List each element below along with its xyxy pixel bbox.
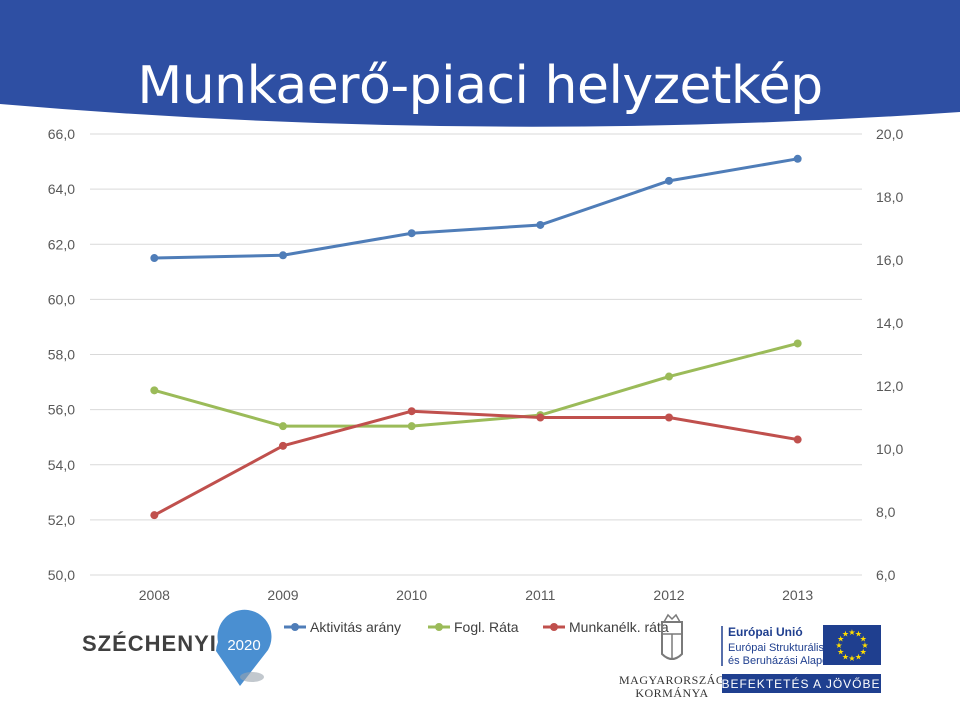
legend-entry: Aktivitás arány: [284, 619, 401, 635]
x-tick-label: 2011: [525, 587, 555, 603]
szechenyi-label: SZÉCHENYI: [82, 631, 217, 656]
slide-title: Munkaerő-piaci helyzetkép: [137, 56, 823, 116]
y-left-tick-label: 58,0: [48, 347, 75, 363]
x-tick-label: 2010: [396, 587, 427, 603]
data-point: [793, 154, 802, 163]
eu-star: ★: [837, 648, 844, 657]
y-left-tick-label: 52,0: [48, 512, 75, 528]
data-point: [665, 413, 673, 422]
hungarian-government-logo: MAGYARORSZÁG KORMÁNYA: [619, 613, 725, 700]
data-point: [407, 229, 416, 238]
eu-star: ★: [842, 652, 849, 661]
y-right-tick-label: 16,0: [876, 252, 903, 268]
y-left-tick-label: 62,0: [48, 236, 75, 252]
data-point: [536, 220, 545, 229]
series-lines: [150, 154, 802, 520]
legend-entry: Munkanélk. ráta: [543, 619, 669, 635]
data-point: [407, 422, 416, 431]
legend-label: Fogl. Ráta: [454, 619, 519, 635]
data-point: [665, 176, 673, 185]
data-point: [407, 407, 416, 416]
series-line: [154, 157, 798, 260]
legend: Aktivitás arány Fogl. Ráta Munkanélk. ráta: [284, 619, 669, 635]
eu-star: ★: [860, 635, 867, 644]
line-chart: 50,0 52,0 54,0 56,0 58,0 60,0 62,0 64,0 66,0 6,0…: [48, 126, 904, 635]
data-point: [279, 251, 287, 260]
y-left-tick-label: 66,0: [48, 126, 75, 142]
legend-marker: [550, 623, 558, 631]
data-point: [150, 254, 159, 263]
series-1: [150, 339, 802, 431]
data-point: [665, 372, 673, 381]
left-axis: 50,0 52,0 54,0 56,0 58,0 60,0 62,0 64,0 66,0: [48, 126, 75, 583]
data-point: [793, 435, 802, 444]
gov-line1: MAGYARORSZÁG: [619, 673, 725, 687]
eu-title: Európai Unió: [728, 625, 803, 639]
legend-marker: [291, 623, 299, 631]
eu-stars: ★ ★★★★★★★★★★★: [835, 628, 868, 663]
legend-label: Munkanélk. ráta: [569, 619, 669, 635]
y-right-tick-label: 20,0: [876, 126, 903, 142]
eu-star: ★: [848, 628, 855, 637]
x-tick-label: 2012: [653, 587, 684, 603]
gov-line2: KORMÁNYA: [635, 686, 708, 700]
series-line: [153, 342, 799, 428]
eu-flag: [823, 625, 881, 665]
footer-logos: SZÉCHENYI 2020 MAGYARORSZÁG KORMÁNYA Eur…: [82, 609, 881, 700]
legend-label: Aktivitás arány: [310, 619, 401, 635]
eu-star: ★: [842, 630, 849, 639]
y-left-tick-label: 64,0: [48, 181, 75, 197]
x-tick-label: 2008: [139, 587, 170, 603]
x-tick-label: 2009: [267, 587, 298, 603]
data-point: [150, 386, 159, 395]
y-right-tick-label: 12,0: [876, 378, 903, 394]
eu-star: ★: [860, 648, 867, 657]
y-right-tick-label: 8,0: [876, 504, 896, 520]
y-left-tick-label: 50,0: [48, 567, 75, 583]
y-right-tick-label: 18,0: [876, 189, 903, 205]
series-2: [150, 407, 802, 520]
series-line: [153, 409, 798, 517]
eu-star: ★: [837, 635, 844, 644]
y-right-tick-label: 6,0: [876, 567, 896, 583]
eu-star: ★: [835, 641, 842, 650]
y-left-tick-label: 60,0: [48, 291, 75, 307]
y-right-tick-label: 14,0: [876, 315, 903, 331]
eu-star: ★: [848, 654, 855, 663]
eu-line1: Európai Strukturális: [728, 642, 824, 654]
eu-line2: és Beruházási Alapok: [728, 655, 834, 667]
y-left-tick-label: 56,0: [48, 402, 75, 418]
legend-entry: Fogl. Ráta: [428, 619, 519, 635]
eu-slogan: BEFEKTETÉS A JÖVŐBE: [721, 676, 880, 691]
data-point: [793, 339, 802, 348]
legend-marker: [435, 623, 443, 631]
x-axis: 2008 2009 2010 2011 2012 2013: [139, 587, 814, 603]
series-0: [150, 154, 802, 263]
right-axis: 6,0 8,0 10,0 12,0 14,0 16,0 18,0 20,0: [876, 126, 903, 583]
y-left-tick-label: 54,0: [48, 457, 75, 473]
szechenyi-logo: SZÉCHENYI 2020: [82, 609, 272, 686]
data-point: [536, 413, 545, 422]
gridlines: [90, 133, 862, 576]
title-banner: [0, 0, 960, 127]
szechenyi-year: 2020: [227, 637, 260, 654]
eu-logo: Európai Unió Európai Strukturális és Ber…: [721, 625, 881, 693]
eu-star: ★: [861, 641, 868, 650]
eu-slogan-bar: [722, 674, 881, 693]
eu-star: ★: [855, 630, 862, 639]
data-point: [279, 422, 287, 431]
eu-star: ★: [855, 652, 862, 661]
x-tick-label: 2013: [782, 587, 813, 603]
data-point: [279, 441, 287, 450]
y-right-tick-label: 10,0: [876, 441, 903, 457]
data-point: [150, 511, 159, 520]
